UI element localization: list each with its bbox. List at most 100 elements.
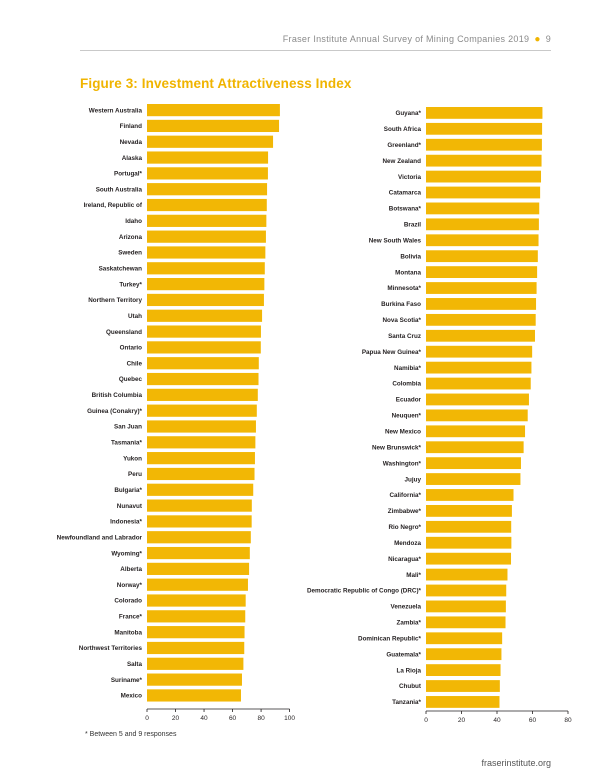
bar [147, 515, 252, 528]
category-label: Arizona [119, 234, 143, 241]
category-label: Santa Cruz [388, 333, 421, 340]
bar [147, 278, 265, 291]
category-label: Nevada [120, 139, 143, 146]
category-label: Zimbabwe* [388, 508, 422, 515]
category-label: Tasmania* [111, 440, 143, 447]
category-label: New Mexico [385, 429, 421, 436]
category-label: Burkina Faso [381, 301, 421, 308]
category-label: Brazil [404, 222, 421, 229]
bar [147, 578, 248, 591]
category-label: Namibia* [394, 365, 421, 372]
bar [426, 122, 543, 135]
bar [426, 409, 528, 422]
bar [147, 467, 255, 481]
bar [426, 584, 507, 597]
bar [426, 520, 512, 533]
bar [426, 250, 538, 263]
bullet-icon: ● [534, 34, 541, 45]
bar [426, 441, 524, 454]
bar [426, 600, 506, 613]
category-label: Colombia [392, 381, 421, 388]
bar [147, 214, 267, 227]
bar [147, 452, 255, 465]
bar [147, 309, 263, 322]
bar [147, 641, 245, 655]
chart-panel-1: Western Australia Finland Nevada Alaska Port… [57, 104, 295, 722]
bar [147, 262, 265, 275]
bar [426, 298, 537, 310]
chart-panel-2: Guyana* South Africa Greenland* New Zealand… [307, 107, 572, 724]
bar [147, 594, 246, 607]
category-label: Bulgaria* [114, 487, 142, 494]
category-label: Western Australia [89, 107, 143, 114]
bar [426, 680, 500, 692]
category-label: Northern Territory [88, 297, 142, 304]
category-label: Indonesia* [110, 519, 142, 526]
site-url[interactable]: fraserinstitute.org [481, 758, 551, 768]
category-label: Ecuador [396, 397, 422, 404]
bar [426, 457, 521, 470]
bar [147, 657, 244, 670]
bar [147, 293, 264, 307]
bar [426, 632, 503, 645]
category-label: Utah [128, 313, 142, 320]
category-label: Montana [395, 269, 421, 276]
bar [426, 138, 542, 151]
bar [426, 234, 539, 247]
bar [147, 230, 266, 243]
x-tick-label: 60 [529, 717, 537, 724]
category-label: Democratic Republic of Congo (DRC)* [307, 588, 422, 595]
bar [426, 154, 542, 167]
bar [426, 536, 512, 549]
category-label: Tanzania* [392, 699, 421, 706]
category-label: Portugal* [114, 171, 143, 178]
category-label: Wyoming* [111, 550, 142, 557]
category-label: Catamarca [389, 190, 422, 197]
bar [426, 552, 512, 565]
category-label: Mexico [121, 693, 143, 700]
bar [426, 664, 501, 676]
bar [426, 329, 535, 342]
category-label: Ontario [120, 345, 143, 352]
bar [147, 531, 251, 544]
bar [426, 170, 542, 183]
bar [147, 341, 261, 354]
bar [426, 425, 526, 438]
bar [426, 648, 502, 661]
category-label: British Columbia [92, 392, 143, 399]
category-label: Nova Scotia* [383, 317, 422, 324]
category-label: Suriname* [111, 677, 143, 684]
category-label: Queensland [106, 329, 142, 336]
x-tick-label: 0 [145, 715, 149, 722]
category-label: Newfoundland and Labrador [57, 534, 143, 541]
bar [147, 135, 274, 148]
bar [147, 626, 245, 639]
bar [426, 489, 514, 501]
category-label: Quebec [119, 376, 143, 383]
header-divider [80, 50, 551, 51]
bar [147, 325, 261, 338]
bar [147, 372, 259, 386]
x-tick-label: 20 [172, 715, 180, 722]
bar [426, 202, 540, 215]
bar [426, 313, 536, 326]
bar [426, 696, 500, 708]
category-label: Guinea (Conakry)* [87, 408, 142, 415]
bar [147, 420, 256, 433]
category-label: Papua New Guinea* [362, 349, 422, 356]
category-label: New South Wales [369, 237, 422, 244]
category-label: Chile [127, 360, 143, 367]
category-label: Dominican Republic* [358, 635, 422, 642]
bar [426, 361, 532, 374]
category-label: Turkey* [119, 281, 142, 288]
category-label: Ireland, Republic of [84, 202, 143, 209]
bar [147, 436, 256, 449]
category-label: Manitoba [114, 629, 142, 636]
bar [426, 186, 541, 199]
bar [147, 183, 268, 196]
figure-title: Figure 3: Investment Attractiveness Inde… [80, 76, 352, 91]
bar [147, 483, 254, 496]
bar [426, 505, 512, 517]
category-label: Nunavut [117, 503, 143, 510]
bar [147, 610, 246, 623]
